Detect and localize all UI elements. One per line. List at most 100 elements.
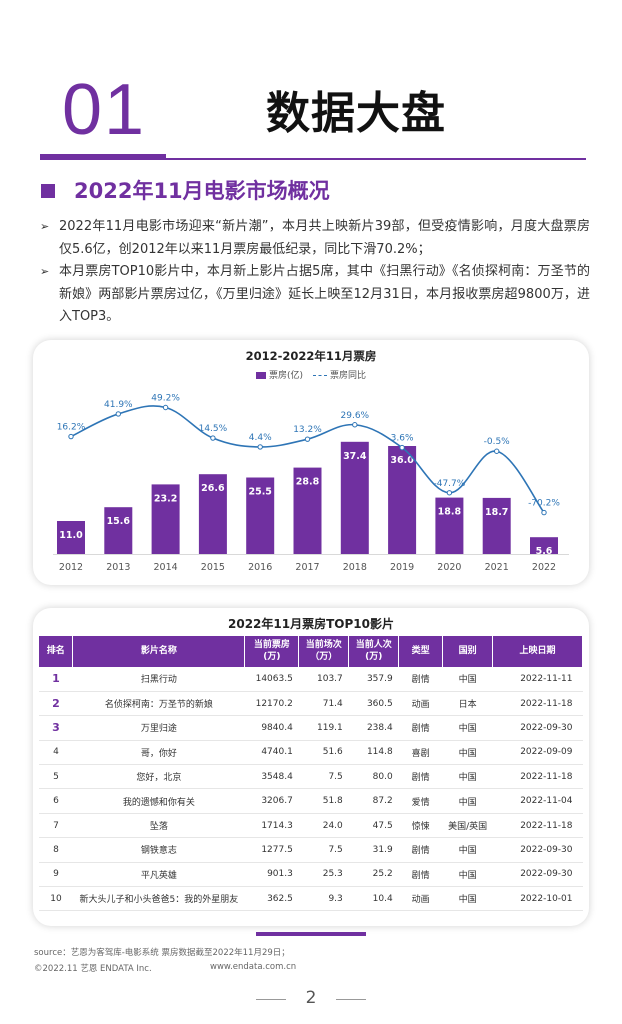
bullet-text: 2022年11月电影市场迎来“新片潮”，本月共上映新片39部，但受疫情影响，月度… [59, 219, 590, 257]
col-header: 影片名称 [72, 636, 246, 667]
genre-cell: 剧情 [398, 667, 443, 692]
line-value-label: 29.6% [341, 411, 370, 421]
admissions-cell: 25.2 [348, 862, 399, 888]
box-office-cell: 1277.5 [244, 837, 299, 863]
x-tick-label: 2018 [343, 562, 367, 573]
bar-value-label: 18.8 [438, 507, 462, 518]
box-office-cell: 362.5 [244, 886, 299, 912]
x-tick-label: 2020 [437, 562, 461, 573]
film-name-cell: 新大头儿子和小头爸爸5：我的外星朋友 [72, 886, 245, 912]
release-date-cell: 2022-09-30 [492, 715, 583, 741]
box-office-chart: 11.0 2012 15.6 2013 23.2 2014 26.6 2015 25.5 2016… [53, 394, 569, 573]
bar-2020 [435, 497, 464, 554]
x-tick-label: 2012 [59, 562, 83, 573]
arrow-bullet-icon: ➢ [40, 265, 50, 278]
bar-value-label: 23.2 [154, 493, 177, 504]
section-marker-icon [41, 184, 55, 198]
film-name-cell: 平凡英雄 [72, 862, 245, 888]
bullet-text: 本月票房TOP10影片中，本月新上影片占据5席，其中《扫黑行动》《名侦探柯南：万… [59, 264, 590, 324]
admissions-cell: 80.0 [348, 764, 399, 790]
line-point-2018 [352, 422, 358, 428]
legend-bar-label: 票房(亿) [268, 371, 303, 381]
admissions-cell: 360.5 [348, 691, 399, 717]
bar-2016 [246, 477, 275, 554]
film-name-cell: 万里归途 [72, 715, 245, 741]
film-name-cell: 钢铁意志 [72, 837, 245, 863]
film-name-cell: 您好，北京 [72, 764, 245, 790]
line-point-2017 [304, 436, 311, 442]
film-name-cell: 坠落 [72, 813, 245, 839]
rank-cell: 5 [39, 764, 73, 790]
x-tick-label: 2014 [154, 562, 178, 573]
line-point-2022 [541, 509, 547, 516]
screenings-cell: 7.5 [298, 837, 349, 863]
bar-2022 [530, 537, 558, 554]
admissions-cell: 10.4 [348, 886, 399, 912]
line-point-2015 [210, 435, 216, 441]
top10-table: 排名 影片名称 当前票房 (万) 当前场次 （万） 当前人次 (万) 类型 国别 上映… [39, 636, 583, 912]
top10-table-card: 2022年11月票房TOP10影片 排名 影片名称 当前票房 (万) 当前场次 （万… [33, 608, 589, 926]
release-date-cell: 2022-11-18 [492, 813, 583, 839]
bar-2017 [293, 467, 322, 554]
line-value-label: -70.2% [528, 499, 560, 509]
col-header: 上映日期 [492, 636, 583, 667]
line-point-2014 [162, 404, 169, 411]
bar-2019 [388, 446, 417, 554]
page-number: 2 [305, 988, 317, 1008]
genre-cell: 剧情 [398, 862, 443, 888]
admissions-cell: 238.4 [348, 715, 399, 741]
col-header: 类型 [398, 636, 444, 667]
admissions-cell: 87.2 [348, 788, 399, 814]
genre-cell: 动画 [398, 691, 443, 717]
box-office-cell: 901.3 [244, 862, 299, 888]
x-tick-label: 2016 [248, 562, 272, 573]
bar-2021 [482, 497, 511, 554]
country-cell: 中国 [442, 837, 493, 863]
release-date-cell: 2022-11-18 [492, 764, 583, 790]
yoy-growth-line [70, 405, 545, 514]
bullet-item: ➢ 本月票房TOP10影片中，本月新上影片占据5席，其中《扫黑行动》《名侦探柯南… [40, 261, 590, 329]
rank-cell: 3 [39, 715, 73, 741]
bar-2018 [340, 441, 369, 554]
x-tick-label: 2022 [532, 562, 556, 573]
line-point-2020 [446, 490, 453, 496]
rank-cell: 1 [39, 667, 73, 692]
table-row: 8 钢铁意志 1277.5 7.5 31.9 剧情 中国 2022-09-30 [39, 837, 583, 863]
chart-title: 2012-2022年11月票房 [245, 349, 377, 363]
line-value-label: 41.9% [104, 400, 133, 410]
line-value-label: 13.2% [293, 425, 322, 435]
x-tick-label: 2021 [485, 562, 509, 573]
col-header: 排名 [39, 636, 74, 667]
bar-2015 [198, 474, 227, 554]
box-office-cell: 1714.3 [244, 813, 299, 839]
rank-cell: 10 [39, 886, 73, 912]
website-link[interactable]: www.endata.com.cn [210, 962, 297, 972]
line-value-label: 16.2% [57, 423, 86, 433]
rank-cell: 9 [39, 862, 73, 888]
admissions-cell: 47.5 [348, 813, 399, 839]
screenings-cell: 51.8 [298, 788, 349, 814]
x-tick-label: 2017 [295, 562, 319, 573]
line-point-2012 [68, 433, 74, 440]
box-office-cell: 4740.1 [244, 740, 299, 766]
legend-line-swatch [313, 375, 327, 376]
table-row: 2 名侦探柯南：万圣节的新娘 12170.2 71.4 360.5 动画 日本 2022-11… [39, 691, 583, 717]
page-divider [256, 999, 286, 1000]
screenings-cell: 7.5 [298, 764, 349, 790]
table-row: 1 扫黑行动 14063.5 103.7 357.9 剧情 中国 2022-11-11 [39, 667, 583, 692]
footer-accent-bar [256, 932, 366, 936]
box-office-cell: 12170.2 [244, 691, 299, 717]
rank-cell: 7 [39, 813, 73, 839]
release-date-cell: 2022-11-04 [492, 788, 583, 814]
section-title: 2022年11月电影市场概况 [74, 179, 330, 203]
section-number: 01 [62, 70, 147, 150]
col-header: 当前人次 (万) [348, 636, 400, 667]
bar-value-label: 28.8 [296, 477, 320, 488]
line-value-label: 49.2% [151, 394, 180, 404]
legend-line-label: 票房同比 [330, 371, 367, 381]
x-tick-label: 2015 [201, 562, 225, 573]
screenings-cell: 25.3 [298, 862, 349, 888]
chart-legend: 票房(亿) 票房同比 [33, 368, 589, 381]
bar-2013 [104, 507, 133, 554]
admissions-cell: 357.9 [348, 667, 399, 692]
